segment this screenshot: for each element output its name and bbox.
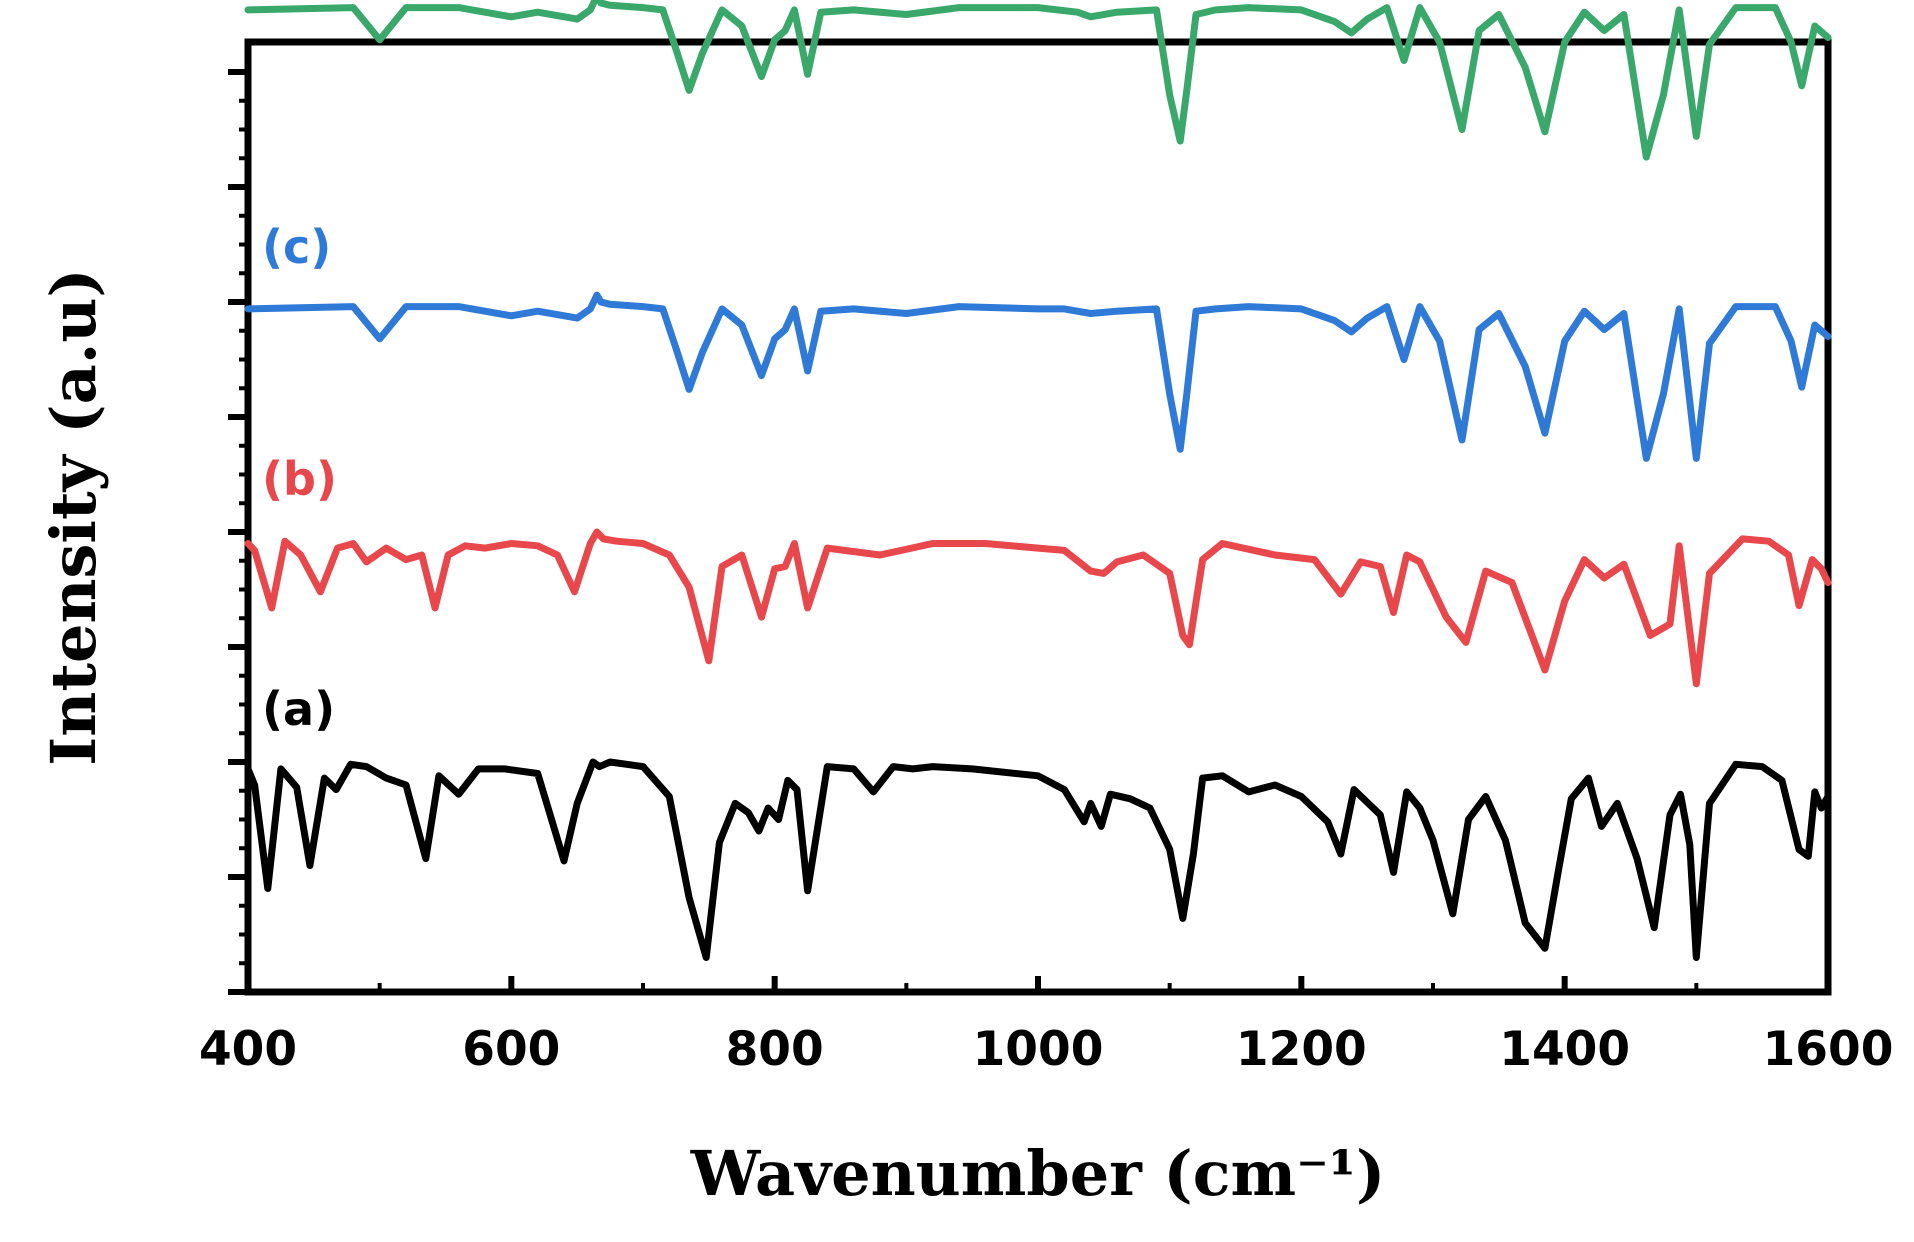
series-line-a (244, 758, 1832, 961)
x-tick-label-600: 600 (462, 1022, 560, 1077)
x-axis-title: Wavenumber (cm⁻¹) (690, 1137, 1386, 1210)
series-label-a: (a) (262, 682, 335, 736)
series-label-b: (b) (262, 452, 337, 506)
x-tick-label-800: 800 (726, 1022, 824, 1077)
plot-area-frame (244, 38, 1832, 996)
series-label-c: (c) (262, 220, 331, 274)
x-tick-label-400: 400 (199, 1022, 297, 1077)
x-tick-label-1400: 1400 (1499, 1022, 1630, 1077)
x-axis-ticks (245, 976, 1831, 992)
series-line-b (244, 528, 1832, 688)
y-axis-ticks (228, 69, 248, 995)
x-axis-tick-labels: 400 600 800 1000 1200 1400 1600 (199, 1022, 1893, 1077)
series-lines (244, 0, 1832, 961)
series-line-c (244, 291, 1832, 462)
series-line-d (244, 0, 1832, 161)
x-tick-label-1000: 1000 (973, 1022, 1104, 1077)
x-tick-label-1600: 1600 (1763, 1022, 1894, 1077)
series-labels: (a)(b)(c)(d) (262, 220, 337, 736)
x-tick-label-1200: 1200 (1236, 1022, 1367, 1077)
y-axis-title: Intensity (a.u) (37, 268, 110, 765)
